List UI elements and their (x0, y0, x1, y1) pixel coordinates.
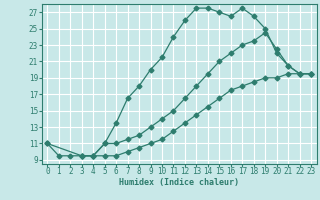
X-axis label: Humidex (Indice chaleur): Humidex (Indice chaleur) (119, 178, 239, 187)
